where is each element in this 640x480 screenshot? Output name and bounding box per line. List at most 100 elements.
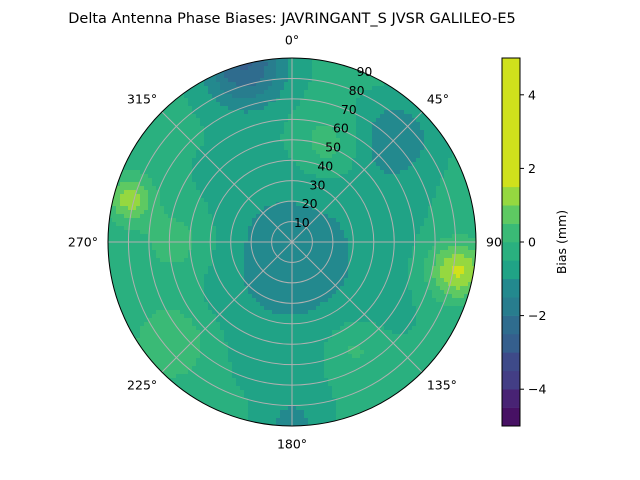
contour-cell [112,150,117,155]
contour-cell [344,226,349,231]
contour-cell [276,78,281,83]
contour-cell [240,178,245,183]
contour-cell [124,274,129,279]
contour-cell [224,118,229,123]
contour-cell [324,130,329,135]
contour-cell [200,166,205,171]
contour-cell [216,170,221,175]
contour-cell [236,254,241,259]
contour-cell [180,218,185,223]
contour-cell [312,94,317,99]
contour-cell [376,198,381,203]
contour-cell [380,254,385,259]
contour-cell [440,178,445,183]
contour-cell [404,102,409,107]
contour-cell [336,234,341,239]
contour-cell [392,62,397,67]
contour-cell [108,58,113,63]
contour-cell [400,62,405,67]
contour-cell [364,174,369,179]
contour-cell [460,242,465,247]
contour-cell [420,226,425,231]
contour-cell [368,126,373,131]
contour-cell [108,162,113,167]
contour-cell [112,114,117,119]
contour-cell [288,270,293,275]
contour-cell [424,210,429,215]
contour-cell [148,266,153,271]
contour-cell [236,114,241,119]
contour-cell [236,118,241,123]
contour-cell [304,250,309,255]
contour-cell [420,238,425,243]
contour-cell [456,174,461,179]
contour-cell [280,126,285,131]
contour-cell [204,174,209,179]
contour-cell [160,238,165,243]
contour-cell [324,90,329,95]
contour-cell [172,58,177,63]
contour-cell [140,238,145,243]
contour-cell [212,250,217,255]
contour-cell [144,106,149,111]
contour-cell [328,66,333,71]
contour-cell [420,214,425,219]
contour-cell [324,250,329,255]
contour-cell [124,134,129,139]
contour-cell [380,106,385,111]
contour-cell [112,182,117,187]
contour-cell [264,206,269,211]
contour-cell [140,62,145,67]
contour-cell [128,142,133,147]
contour-cell [180,58,185,63]
contour-cell [304,114,309,119]
contour-cell [116,142,121,147]
contour-cell [392,178,397,183]
contour-cell [372,198,377,203]
contour-cell [268,90,273,95]
contour-cell [236,106,241,111]
contour-cell [264,270,269,275]
contour-cell [120,122,125,127]
contour-cell [396,270,401,275]
contour-cell [172,74,177,79]
contour-cell [224,130,229,135]
contour-cell [124,186,129,191]
contour-cell [364,118,369,123]
contour-cell [316,262,321,267]
contour-cell [116,170,121,175]
contour-cell [444,250,449,255]
contour-cell [436,190,441,195]
contour-cell [160,58,165,63]
contour-cell [212,194,217,199]
contour-cell [388,150,393,155]
contour-cell [292,166,297,171]
contour-cell [472,82,476,87]
contour-cell [368,110,373,115]
contour-cell [172,234,177,239]
contour-cell [160,126,165,131]
contour-cell [224,270,229,275]
contour-cell [440,266,445,271]
contour-cell [380,58,385,63]
contour-cell [236,102,241,107]
contour-cell [452,126,457,131]
contour-cell [264,66,269,71]
contour-cell [392,142,397,147]
contour-cell [440,70,445,75]
contour-cell [108,118,113,123]
contour-cell [292,90,297,95]
contour-cell [460,142,465,147]
contour-cell [344,66,349,71]
contour-cell [448,114,453,119]
contour-cell [356,178,361,183]
contour-cell [184,102,189,107]
contour-cell [240,70,245,75]
contour-cell [200,202,205,207]
contour-cell [288,150,293,155]
contour-cell [372,182,377,187]
contour-cell [324,214,329,219]
contour-cell [132,250,137,255]
contour-cell [472,182,476,187]
contour-cell [412,202,417,207]
